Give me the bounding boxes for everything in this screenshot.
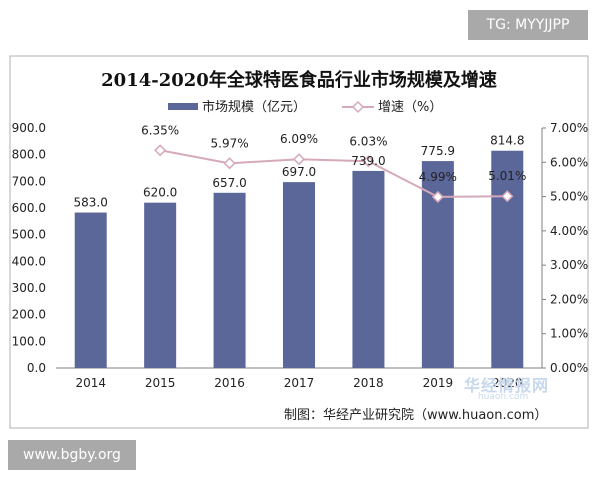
y-tick-label: 500.0 — [12, 228, 46, 242]
growth-value-label: 6.03% — [349, 134, 387, 148]
x-tick-label: 2020 — [492, 376, 523, 390]
legend: 市场规模（亿元） 增速（%） — [168, 99, 442, 115]
growth-value-label: 4.99% — [419, 170, 457, 184]
source-note: 制图：华经产业研究院（www.huaon.com） — [284, 408, 548, 423]
y-tick-label: 900.0 — [12, 121, 46, 135]
legend-swatch-marker — [351, 100, 365, 114]
watermark-tg: TG: MYYJJPP — [468, 10, 588, 40]
bar-value-label: 739.0 — [351, 154, 385, 168]
growth-marker — [362, 155, 375, 168]
y-tick-label: 300.0 — [12, 281, 46, 295]
growth-marker — [154, 144, 167, 157]
bar-value-label: 657.0 — [212, 176, 246, 190]
growth-value-label: 5.01% — [488, 169, 526, 183]
y2-tick-label: 5.00% — [550, 190, 588, 204]
y-tick-label: 600.0 — [12, 201, 46, 215]
bar-value-label: 620.0 — [143, 186, 177, 200]
watermark-logo: 华经情报网 — [464, 376, 550, 395]
growth-line-path — [159, 149, 508, 198]
y2-tick-label: 1.00% — [550, 327, 588, 341]
bar — [491, 150, 524, 368]
x-tick-label: 2019 — [423, 376, 454, 390]
bar — [213, 192, 246, 368]
x-tick-label: 2016 — [214, 376, 245, 390]
x-tick-label: 2015 — [145, 376, 176, 390]
x-tick-label: 2018 — [353, 376, 384, 390]
bar-value-label: 697.0 — [282, 165, 316, 179]
growth-marker — [223, 157, 236, 170]
x-tick-label: 2017 — [284, 376, 315, 390]
bars — [74, 150, 524, 368]
y2-tick-label: 6.00% — [550, 155, 588, 169]
growth-line — [154, 144, 514, 203]
bar-value-label: 583.0 — [74, 196, 108, 210]
legend-label-bar: 市场规模（亿元） — [202, 99, 306, 115]
y2-tick-label: 4.00% — [550, 224, 588, 238]
y-tick-label: 700.0 — [12, 174, 46, 188]
growth-value-label: 6.35% — [141, 123, 179, 137]
chart-title: 2014-2020年全球特医食品行业市场规模及增速 — [101, 69, 497, 91]
legend-label-line: 增速（%） — [378, 100, 442, 115]
growth-value-label: 5.97% — [211, 136, 249, 150]
y2-tick-label: 2.00% — [550, 292, 588, 306]
y-tick-label: 100.0 — [12, 334, 46, 348]
watermark-bgby: www.bgby.org — [8, 440, 136, 470]
y-tick-label: 800.0 — [12, 148, 46, 162]
bar — [144, 202, 177, 368]
growth-value-label: 6.09% — [280, 132, 318, 146]
y-tick-label: 400.0 — [12, 254, 46, 268]
axes: 0.0 100.0 200.0 300.0 400.0 500.0 600.0 700.0 80… — [12, 121, 588, 390]
y-tick-label: 0.0 — [27, 361, 46, 375]
bar — [283, 182, 315, 368]
y2-tick-label: 0.00% — [550, 361, 588, 375]
legend-swatch-bar — [168, 103, 198, 110]
bar — [352, 170, 385, 368]
y2-tick-label: 7.00% — [550, 121, 588, 135]
growth-marker — [501, 190, 514, 203]
growth-marker — [431, 190, 444, 203]
x-tick-label: 2014 — [75, 376, 106, 390]
bar-value-label: 775.9 — [421, 144, 455, 158]
y-tick-label: 200.0 — [12, 308, 46, 322]
bar — [74, 212, 107, 368]
growth-marker — [292, 153, 306, 166]
watermark-logo-url: huaon.com — [478, 392, 529, 402]
bar-value-label: 814.8 — [490, 134, 524, 148]
data-labels: 583.0 620.0 657.0 697.0 739.0 775.9 814.8 6.35%… — [74, 123, 527, 209]
y2-tick-label: 3.00% — [550, 258, 588, 272]
